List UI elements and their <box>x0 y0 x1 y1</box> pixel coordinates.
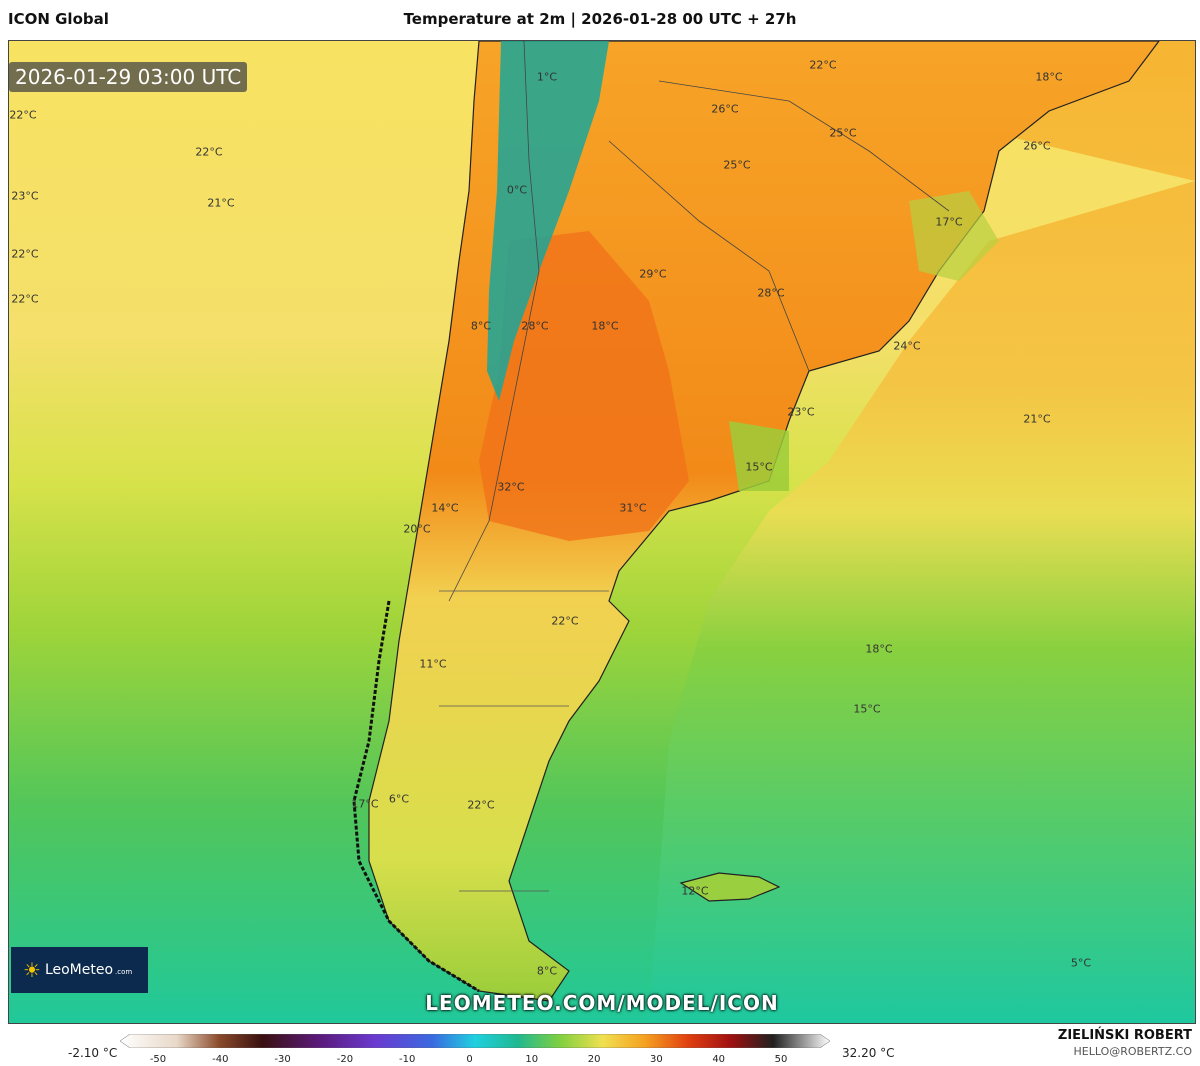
temperature-label: 25°C <box>829 126 857 140</box>
temperature-label: 21°C <box>207 196 235 210</box>
temperature-label: 26°C <box>1023 139 1051 153</box>
temperature-label: 25°C <box>723 158 751 172</box>
legend-tick-label: 10 <box>525 1054 539 1065</box>
temperature-label: 22°C <box>195 145 223 159</box>
legend-tick-label: -30 <box>274 1054 291 1065</box>
temperature-label: 1°C <box>536 70 558 84</box>
temperature-label: 5°C <box>1070 956 1092 970</box>
legend-tick-label: 20 <box>587 1054 601 1065</box>
temperature-map: 2026-01-29 03:00 UTC 1°C 22°C 18°C 22°C 26°C… <box>8 40 1196 1024</box>
temperature-label: 14°C <box>431 501 459 515</box>
logo-brand: LeoMeteo <box>44 962 114 978</box>
cool-patch <box>909 191 999 281</box>
leometeo-logo: ☀ LeoMeteo .com <box>11 947 148 993</box>
falkland-islands <box>679 872 781 902</box>
temperature-label: 22°C <box>9 108 37 122</box>
temperature-label: 0°C <box>506 183 528 197</box>
temperature-label: 31°C <box>619 501 647 515</box>
legend-colorbar <box>120 1034 830 1048</box>
temperature-label: 17°C <box>935 215 963 229</box>
temperature-label: 22°C <box>809 58 837 72</box>
legend-tick-label: 40 <box>712 1054 726 1065</box>
legend-tick-label: 50 <box>774 1054 788 1065</box>
temperature-label: 32°C <box>497 480 525 494</box>
border-line <box>608 140 810 372</box>
author-email: HELLO@ROBERTZ.CO <box>1073 1045 1192 1058</box>
chart-title: Temperature at 2m | 2026-01-28 00 UTC + … <box>403 10 797 28</box>
sun-icon: ☀ <box>23 958 41 982</box>
temperature-label: 20°C <box>403 522 431 536</box>
estuary-patch <box>729 421 789 491</box>
temperature-label: 8°C <box>470 319 492 333</box>
border-line <box>448 41 540 602</box>
temperature-label: 8°C <box>536 964 558 978</box>
temperature-label: 24°C <box>893 339 921 353</box>
legend-tick-label: -10 <box>399 1054 416 1065</box>
temperature-label: 22°C <box>467 798 495 812</box>
temperature-label: 18°C <box>1035 70 1063 84</box>
province-line <box>439 590 609 892</box>
legend-max-label: 32.20 °C <box>842 1046 895 1060</box>
legend-min-label: -2.10 °C <box>68 1046 118 1060</box>
temperature-label: 6°C <box>388 792 410 806</box>
temperature-label: 11°C <box>419 657 447 671</box>
temperature-label: 23°C <box>787 405 815 419</box>
temperature-label: 26°C <box>711 102 739 116</box>
logo-suffix: .com <box>115 968 133 976</box>
temperature-label: 23°C <box>11 189 39 203</box>
legend-tick-label: 30 <box>650 1054 663 1065</box>
temperature-label: 22°C <box>11 247 39 261</box>
temperature-label: 12°C <box>681 884 709 898</box>
atlantic-ocean <box>609 41 1195 1023</box>
header: ICON Global Temperature at 2m | 2026-01-… <box>0 0 1200 40</box>
model-url-watermark: LEOMETEO.COM/MODEL/ICON <box>425 991 779 1015</box>
temperature-label: 15°C <box>745 460 773 474</box>
legend-tick-label: -50 <box>149 1054 167 1065</box>
border-line <box>658 80 950 212</box>
temperature-label: 21°C <box>1023 412 1051 426</box>
legend-tick-label: -40 <box>212 1054 229 1065</box>
app-title: ICON Global <box>8 10 109 28</box>
valid-time-badge: 2026-01-29 03:00 UTC <box>9 62 248 92</box>
map-canvas <box>9 41 1195 1023</box>
temperature-label: 28°C <box>521 319 549 333</box>
legend-tick-label: 0 <box>466 1054 473 1065</box>
legend-tick-label: -20 <box>336 1054 354 1065</box>
color-legend: -2.10 °C -50 -40 -30- <box>0 1022 1200 1066</box>
temperature-label: 29°C <box>639 267 667 281</box>
temperature-label: 18°C <box>865 642 893 656</box>
chile-coastline <box>352 600 480 993</box>
temperature-label: 28°C <box>757 286 785 300</box>
temperature-label: 22°C <box>11 292 39 306</box>
temperature-label: 22°C <box>551 614 579 628</box>
author-credit: ZIELIŃSKI ROBERT HELLO@ROBERTZ.CO <box>1058 1028 1192 1058</box>
temperature-label: 15°C <box>853 702 881 716</box>
author-name: ZIELIŃSKI ROBERT <box>1057 1028 1192 1043</box>
temperature-label: 18°C <box>591 319 619 333</box>
temperature-label: 17°C <box>351 797 379 811</box>
andes-cold-strip <box>487 41 609 401</box>
